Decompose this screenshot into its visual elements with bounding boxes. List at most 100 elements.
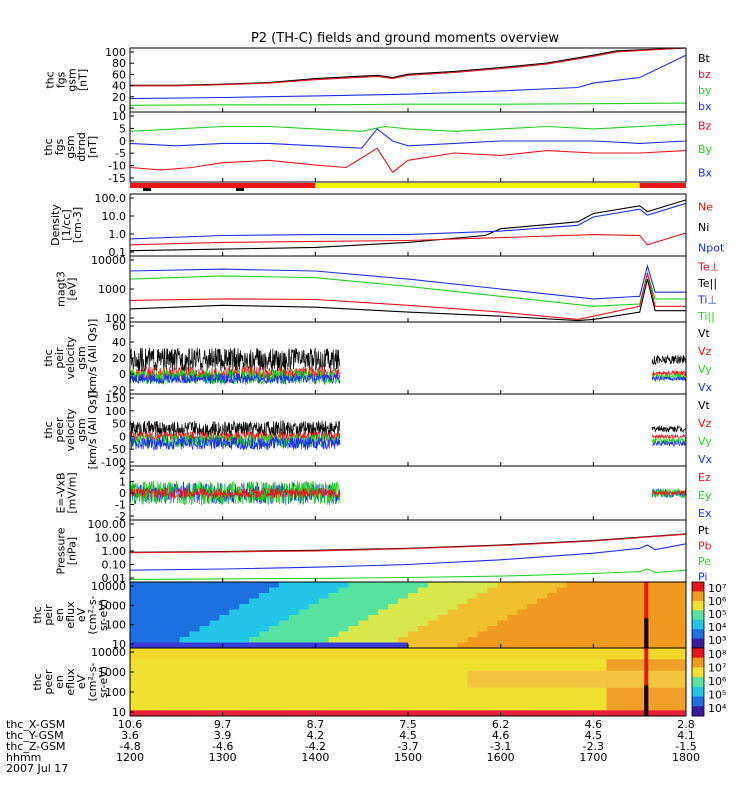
series-black: [651, 354, 687, 366]
ephemeris-value: -1.5: [675, 740, 696, 753]
y-tick-label: -2: [115, 510, 126, 523]
y-tick-label: 10000: [91, 580, 126, 593]
series-black: [129, 199, 687, 252]
colorbar-swatch: [692, 619, 704, 630]
panel-density: 100.0 10.0 1.0 0.1 Density[1/cc][cm-3] Ne Ni Np…: [49, 192, 725, 259]
series-blue: [129, 54, 687, 100]
y-tick-label: 5: [119, 122, 126, 135]
colorbar-swatch: [692, 582, 704, 592]
colorbar-label: 10⁶: [708, 675, 727, 688]
y-tick-label: 100: [105, 686, 126, 699]
colorbar-swatch: [692, 667, 704, 678]
series-blue: [129, 435, 341, 452]
y-tick-label: 0.10: [102, 559, 127, 572]
series-green: [129, 568, 687, 580]
ephemeris-value: 4.1: [677, 729, 695, 742]
y-axis-label: E=-VxB[mV/m]: [55, 472, 79, 513]
mode-bar-mark: [236, 188, 244, 191]
y-axis-label: Pressure[nPa]: [55, 527, 79, 574]
ephemeris-value: -2.3: [583, 740, 604, 753]
series-blue: [129, 128, 687, 149]
panel-frame: [129, 47, 687, 113]
series-green: [129, 271, 686, 307]
legend-entry: by: [698, 84, 712, 97]
svg-text:peir: peir: [53, 347, 66, 369]
y-tick-label: -50: [108, 443, 126, 456]
mode-bar-segment: [315, 183, 640, 188]
panel-peir_spectrogram: 10⁷10⁶10⁵10⁴10³10000100010010thcpeirenef…: [31, 580, 727, 651]
series-red: [651, 433, 687, 440]
panel-e_vxb: 210-1-2 E=-VxB[mV/m] Ez Ey Ex: [55, 464, 712, 523]
spectrogram-gap-fill: [644, 685, 649, 716]
colorbar-label: 10⁵: [708, 689, 726, 702]
svg-text:(cm²-s-: (cm²-s-: [86, 662, 99, 701]
y-tick-label: -1: [115, 499, 126, 512]
mode-bar-segment: [639, 183, 686, 188]
legend-entry: Te||: [697, 277, 717, 290]
y-tick-label: 0: [119, 135, 126, 148]
panel-frame: [129, 111, 687, 183]
mode-bar-segment: [130, 183, 316, 188]
ephemeris-value: 4.6: [492, 729, 510, 742]
mode-bar: [130, 183, 686, 191]
svg-text:[km/s (All Qs)]: [km/s (All Qs)]: [86, 319, 99, 398]
legend-entry: Pe: [698, 555, 711, 568]
svg-text:[mV/m]: [mV/m]: [66, 472, 79, 513]
series-green: [129, 123, 687, 132]
y-tick-label: 60: [112, 68, 126, 81]
svg-text:[nPa]: [nPa]: [66, 537, 79, 565]
ephemeris-value: 4.5: [585, 729, 603, 742]
colorbar-swatch: [692, 591, 704, 602]
series-red: [129, 487, 341, 499]
colorbar-swatch: [692, 648, 704, 659]
legend-entry: Bz: [698, 120, 712, 133]
svg-text:[nT]: [nT]: [77, 69, 90, 91]
svg-text:thc: thc: [42, 349, 55, 366]
y-tick-label: 1.0: [109, 228, 127, 241]
svg-text:[cm-3]: [cm-3]: [71, 207, 84, 243]
svg-text:Density: Density: [49, 204, 62, 246]
svg-text:[nT]: [nT]: [86, 136, 99, 158]
legend-entry: Ey: [698, 489, 712, 502]
svg-text:en: en: [53, 675, 66, 689]
legend-entry: Vz: [698, 345, 712, 358]
series-red: [129, 232, 687, 246]
colorbar-label: 10⁷: [708, 662, 726, 675]
colorbar-swatch: [692, 677, 704, 688]
svg-text:velocity: velocity: [64, 336, 77, 379]
legend-entry: Bx: [698, 166, 713, 179]
svg-text:gsm: gsm: [64, 135, 77, 158]
series-red: [129, 533, 687, 554]
legend-entry: bx: [698, 100, 712, 113]
svg-text:eflux: eflux: [64, 668, 77, 696]
series-green: [651, 372, 687, 381]
y-tick-label: 10000: [91, 254, 126, 267]
svg-text:eV: eV: [75, 607, 88, 622]
series-green: [651, 488, 687, 499]
legend-entry: Vt: [698, 327, 711, 340]
legend-entry: By: [698, 143, 713, 156]
ephemeris-value: 1400: [301, 751, 329, 764]
ephemeris-value: 1700: [579, 751, 607, 764]
colorbar-frame: [691, 647, 705, 717]
y-tick-label: -15: [108, 172, 126, 185]
legend-entry: Vy: [698, 363, 712, 376]
spectrogram-gap: [644, 648, 649, 716]
series-black: [129, 347, 341, 373]
y-tick-label: 0: [119, 430, 126, 443]
legend-entry: Te⊥: [697, 260, 719, 273]
colorbar-swatch: [692, 629, 704, 640]
series-green: [129, 368, 341, 386]
ephemeris-value: 1200: [116, 751, 144, 764]
series-green: [129, 102, 687, 106]
y-tick-label: 10: [112, 706, 126, 719]
ephemeris-value: 3.6: [121, 729, 139, 742]
legend-entry: Vy: [698, 435, 712, 448]
panel-frame: [129, 193, 687, 257]
svg-text:magt3: magt3: [55, 271, 68, 307]
series-red: [129, 273, 686, 320]
